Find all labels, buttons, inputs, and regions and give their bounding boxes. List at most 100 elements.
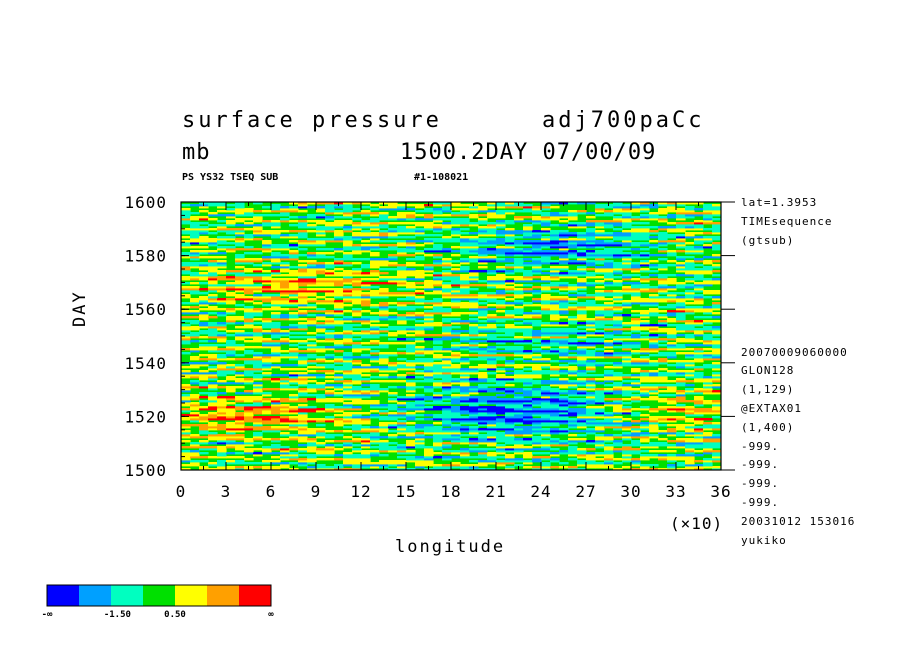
heatmap-cell xyxy=(298,364,308,367)
heatmap-cell xyxy=(244,248,254,251)
heatmap-cell xyxy=(478,410,488,413)
heatmap-cell xyxy=(640,270,650,273)
heatmap-cell xyxy=(514,448,524,451)
heatmap-cell xyxy=(352,418,362,421)
heatmap-cell xyxy=(361,320,371,323)
heatmap-cell xyxy=(568,328,578,331)
heatmap-cell xyxy=(208,434,218,437)
heatmap-cell xyxy=(325,430,335,433)
heatmap-cell xyxy=(370,240,380,243)
heatmap-cell xyxy=(190,286,200,289)
heatmap-cell xyxy=(595,234,605,237)
heatmap-cell xyxy=(343,238,353,241)
heatmap-cell xyxy=(397,380,407,383)
heatmap-cell xyxy=(343,388,353,391)
heatmap-cell xyxy=(361,356,371,359)
heatmap-cell xyxy=(541,400,551,403)
heatmap-cell xyxy=(487,252,497,255)
heatmap-cell xyxy=(226,308,236,311)
heatmap-cell xyxy=(235,468,245,470)
heatmap-cell xyxy=(613,424,623,427)
heatmap-cell xyxy=(613,340,623,343)
heatmap-cell xyxy=(298,284,308,287)
heatmap-cell xyxy=(649,286,659,289)
heatmap-cell xyxy=(478,262,488,265)
heatmap-cell xyxy=(595,354,605,357)
heatmap-cell xyxy=(694,380,704,383)
heatmap-cell xyxy=(496,426,506,429)
heatmap-cell xyxy=(640,262,650,265)
heatmap-cell xyxy=(487,304,497,307)
heatmap-cell xyxy=(604,448,614,451)
heatmap-cell xyxy=(181,306,191,309)
heatmap-cell xyxy=(244,298,254,301)
heatmap-cell xyxy=(703,296,713,299)
heatmap-cell xyxy=(568,398,578,401)
heatmap-cell xyxy=(208,456,218,459)
heatmap-cell xyxy=(343,342,353,345)
heatmap-cell xyxy=(640,312,650,315)
heatmap-cell xyxy=(586,374,596,377)
heatmap-cell xyxy=(613,354,623,357)
heatmap-cell xyxy=(577,362,587,365)
heatmap-cell xyxy=(559,300,569,303)
heatmap-cell xyxy=(388,422,398,425)
heatmap-cell xyxy=(244,258,254,261)
heatmap-cell xyxy=(460,464,470,467)
heatmap-cell xyxy=(541,334,551,337)
heatmap-cell xyxy=(568,338,578,341)
heatmap-cell xyxy=(703,440,713,443)
heatmap-cells xyxy=(181,202,721,470)
heatmap-cell xyxy=(577,380,587,383)
heatmap-cell xyxy=(244,316,254,319)
heatmap-cell xyxy=(712,426,721,429)
heatmap-cell xyxy=(217,334,227,337)
heatmap-cell xyxy=(703,240,713,243)
heatmap-cell xyxy=(514,348,524,351)
heatmap-cell xyxy=(397,242,407,245)
heatmap-cell xyxy=(613,468,623,470)
heatmap-cell xyxy=(532,272,542,275)
heatmap-cell xyxy=(685,432,695,435)
heatmap-cell xyxy=(631,460,641,463)
heatmap-cell xyxy=(298,328,308,331)
heatmap-cell xyxy=(613,306,623,309)
heatmap-cell xyxy=(217,408,227,411)
heatmap-cell xyxy=(505,412,515,415)
heatmap-cell xyxy=(217,238,227,241)
heatmap-cell xyxy=(379,360,389,363)
heatmap-cell xyxy=(496,296,506,299)
heatmap-cell xyxy=(586,300,596,303)
heatmap-cell xyxy=(595,392,605,395)
heatmap-cell xyxy=(298,460,308,463)
heatmap-cell xyxy=(307,298,317,301)
heatmap-cell xyxy=(280,408,290,411)
heatmap-cell xyxy=(712,290,721,293)
heatmap-cell xyxy=(568,246,578,249)
heatmap-cell xyxy=(208,244,218,247)
heatmap-cell xyxy=(370,428,380,431)
heatmap-cell xyxy=(523,466,533,469)
heatmap-cell xyxy=(316,230,326,233)
heatmap-cell xyxy=(676,262,686,265)
heatmap-cell xyxy=(289,278,299,281)
heatmap-cell xyxy=(505,432,515,435)
heatmap-cell xyxy=(469,434,479,437)
heatmap-cell xyxy=(334,458,344,461)
heatmap-cell xyxy=(415,290,425,293)
heatmap-cell xyxy=(442,276,452,279)
heatmap-cell xyxy=(280,300,290,303)
heatmap-cell xyxy=(631,336,641,339)
heatmap-cell xyxy=(667,334,677,337)
heatmap-cell xyxy=(532,314,542,317)
heatmap-cell xyxy=(298,244,308,247)
heatmap-cell xyxy=(181,288,191,291)
heatmap-cell xyxy=(397,352,407,355)
heatmap-cell xyxy=(469,402,479,405)
heatmap-cell xyxy=(496,242,506,245)
heatmap-cell xyxy=(451,428,461,431)
heatmap-cell xyxy=(460,362,470,365)
heatmap-cell xyxy=(568,360,578,363)
heatmap-cell xyxy=(586,320,596,323)
heatmap-cell xyxy=(478,388,488,391)
